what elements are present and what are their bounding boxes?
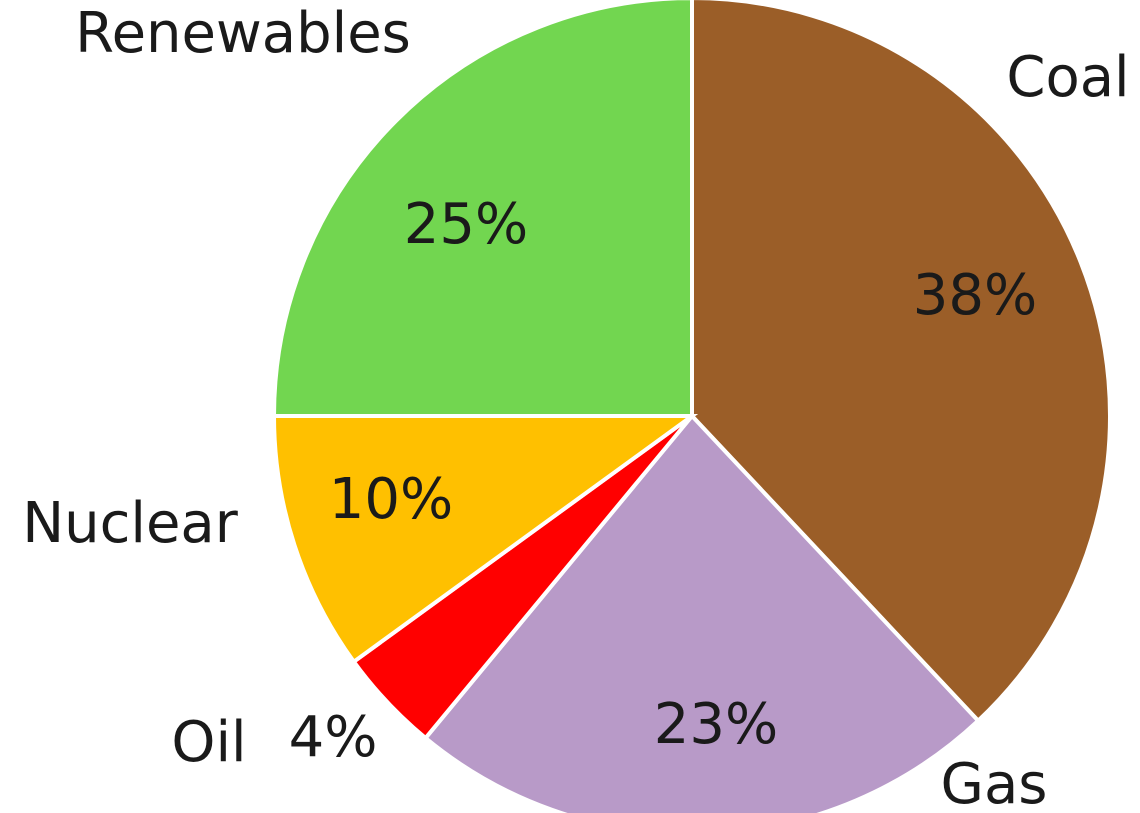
value-label-gas: 23% [654,692,778,757]
pie-slice-renewables [271,0,694,418]
category-label-renewables: Renewables [75,1,411,66]
value-label-oil: 4% [289,705,378,770]
slices-layer [271,0,1112,813]
category-label-nuclear: Nuclear [22,491,239,556]
pie-slice-coal [690,0,1112,724]
value-label-coal: 38% [913,263,1037,328]
category-label-oil: Oil [171,710,246,775]
value-label-nuclear: 10% [329,467,453,532]
pie-slice-nuclear [271,414,699,665]
value-label-renewables: 25% [404,192,528,257]
pie-slice-gas [422,412,981,813]
category-label-gas: Gas [941,752,1048,813]
labels-layer: 38% Coal 23% Gas 4% Oil 10% Nuclear 25% Renewable… [22,1,1129,813]
category-label-coal: Coal [1006,45,1129,110]
